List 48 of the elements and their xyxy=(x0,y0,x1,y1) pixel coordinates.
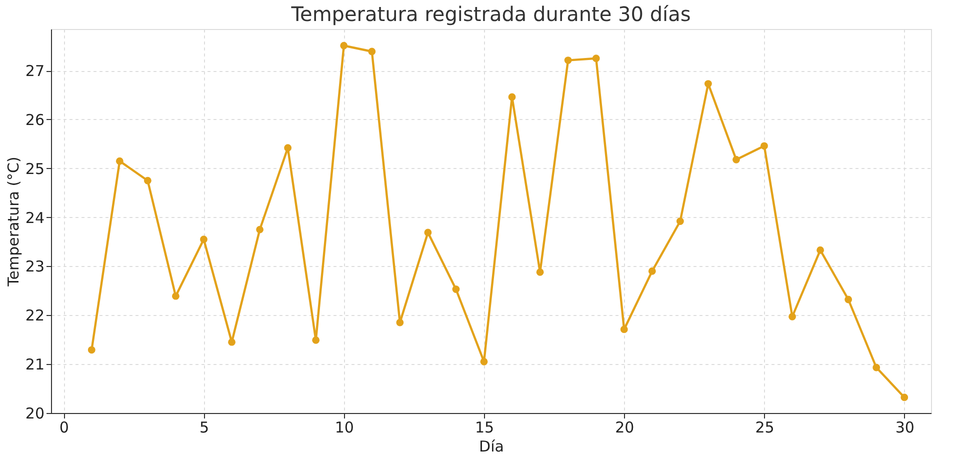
point xyxy=(284,144,292,152)
point xyxy=(424,228,432,236)
x-tick-label: 5 xyxy=(199,418,210,436)
y-axis-title: Temperatura (°C) xyxy=(4,156,22,288)
point xyxy=(368,48,376,56)
x-tick-label: 20 xyxy=(615,418,634,436)
point xyxy=(872,364,880,372)
point xyxy=(88,346,96,354)
point xyxy=(452,286,460,293)
y-tick-label: 20 xyxy=(25,404,44,422)
point xyxy=(732,156,740,164)
y-tick-label: 21 xyxy=(25,356,44,374)
x-axis-title: Día xyxy=(479,438,504,456)
point xyxy=(648,267,656,275)
point xyxy=(340,42,348,50)
x-tick-label: 25 xyxy=(755,418,774,436)
y-tick-label: 22 xyxy=(25,306,44,325)
point xyxy=(228,338,236,346)
point xyxy=(396,318,404,326)
point xyxy=(676,218,684,225)
chart-title: Temperatura registrada durante 30 días xyxy=(290,2,691,26)
point xyxy=(116,157,124,165)
point xyxy=(788,312,796,320)
point xyxy=(256,226,264,234)
point xyxy=(564,56,572,64)
point xyxy=(900,394,908,402)
y-tick-label: 27 xyxy=(25,62,44,80)
point xyxy=(844,296,852,304)
y-tick-label: 26 xyxy=(25,110,44,129)
x-tick-label: 0 xyxy=(59,418,69,436)
y-tick-label: 23 xyxy=(25,258,44,276)
y-tick-label: 25 xyxy=(25,160,44,178)
x-tick-label: 10 xyxy=(334,418,354,436)
point xyxy=(760,142,768,150)
point xyxy=(144,176,152,184)
point xyxy=(704,80,712,88)
point xyxy=(620,326,628,334)
y-tick-label: 24 xyxy=(25,208,44,227)
point xyxy=(480,358,488,366)
x-tick-label: 30 xyxy=(895,418,914,436)
point xyxy=(816,246,824,254)
point xyxy=(312,336,320,344)
x-tick-label: 15 xyxy=(474,418,494,436)
point xyxy=(536,268,544,276)
point xyxy=(508,93,516,101)
point xyxy=(200,236,208,244)
point xyxy=(172,292,180,300)
point xyxy=(592,54,600,62)
